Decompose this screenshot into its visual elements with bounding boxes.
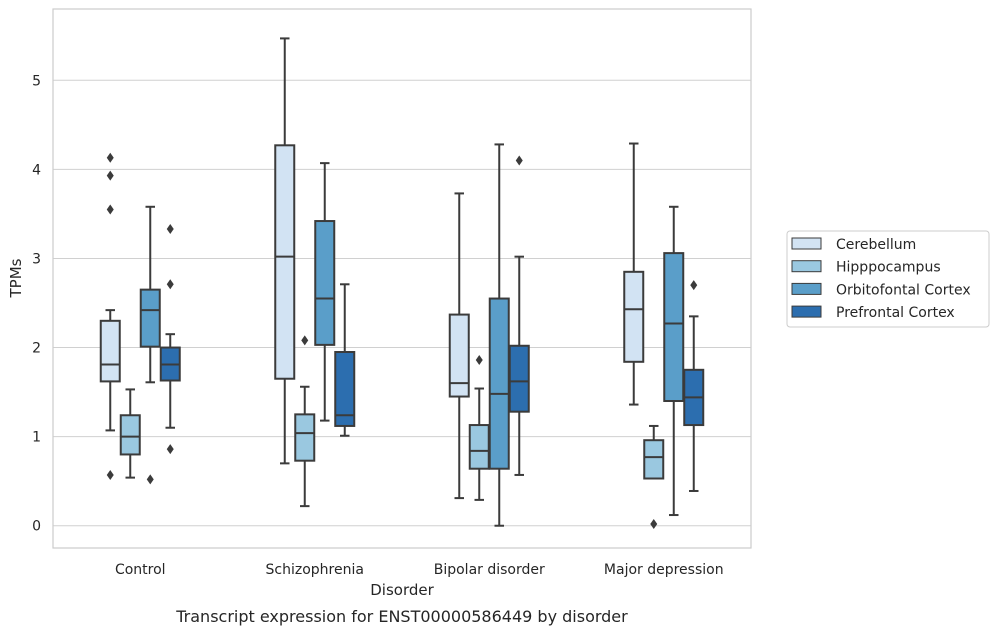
legend-label: Hipppocampus	[836, 260, 941, 276]
y-tick-label: 0	[32, 519, 41, 535]
x-axis-title: Disorder	[370, 581, 434, 599]
box-0-1	[119, 388, 141, 479]
x-tick-label: Bipolar disorder	[434, 562, 545, 578]
box-iqr	[488, 297, 510, 470]
x-axis: Control Schizophrenia Bipolar disorder Majo…	[115, 562, 724, 578]
legend-label: Cerebellum	[836, 237, 916, 253]
x-tick-label: Control	[115, 562, 166, 578]
box-iqr	[119, 414, 141, 456]
box-1-1	[294, 335, 316, 508]
x-tick-label: Major depression	[604, 562, 724, 578]
box-1-3	[334, 283, 356, 437]
box-2-0	[448, 192, 470, 500]
outlier-point	[106, 152, 114, 163]
legend-swatch	[791, 260, 822, 273]
box-0-0	[99, 152, 121, 480]
y-tick-label: 5	[32, 73, 41, 89]
outlier-point	[166, 444, 174, 455]
box-iqr	[663, 252, 685, 402]
box-iqr	[508, 344, 530, 413]
y-tick-label: 3	[32, 251, 41, 267]
legend-frame	[786, 230, 990, 328]
box-2-1	[468, 355, 490, 501]
box-0-3	[159, 224, 181, 455]
box-iqr	[623, 270, 645, 363]
box-2-2	[488, 143, 510, 527]
outlier-point	[515, 155, 523, 166]
box-3-0	[623, 142, 645, 406]
box-iqr	[314, 220, 336, 346]
outlier-point	[106, 469, 114, 480]
y-axis: 0 1 2 3 4 5	[32, 73, 41, 534]
legend-swatch	[791, 282, 822, 295]
legend: Cerebellum Hipppocampus Orbitofontal Corte…	[786, 230, 990, 328]
outlier-point	[106, 204, 114, 215]
chart-caption: Transcript expression for ENST0000058644…	[175, 607, 628, 626]
outlier-point	[301, 335, 309, 346]
legend-label: Prefrontal Cortex	[836, 305, 955, 321]
legend-label: Orbitofontal Cortex	[836, 282, 971, 298]
box-iqr	[274, 144, 296, 380]
outlier-point	[650, 518, 658, 529]
outlier-point	[166, 279, 174, 290]
box-3-3	[683, 280, 705, 492]
legend-swatch	[791, 305, 822, 318]
box-iqr	[643, 439, 665, 480]
outlier-point	[106, 170, 114, 181]
y-tick-label: 1	[32, 430, 41, 446]
box-3-1	[643, 424, 665, 529]
box-iqr	[448, 313, 470, 398]
y-tick-label: 2	[32, 341, 41, 357]
outlier-point	[166, 224, 174, 235]
box-iqr	[139, 288, 161, 348]
x-tick-label: Schizophrenia	[266, 562, 364, 578]
box-iqr	[468, 424, 490, 470]
boxes	[99, 37, 705, 529]
y-axis-title: TPMs	[7, 258, 25, 298]
outlier-point	[475, 355, 483, 366]
y-tick-label: 4	[32, 162, 41, 178]
box-1-0	[274, 37, 296, 465]
box-3-2	[663, 205, 685, 517]
outlier-point	[146, 474, 154, 485]
plot-area-frame	[52, 8, 752, 549]
legend-swatch	[791, 237, 822, 250]
box-2-3	[508, 155, 530, 476]
outlier-point	[690, 280, 698, 291]
box-1-2	[314, 162, 336, 422]
box-iqr	[294, 413, 316, 462]
box-0-2	[139, 205, 161, 485]
box-iqr	[334, 351, 356, 427]
box-iqr	[99, 319, 121, 383]
